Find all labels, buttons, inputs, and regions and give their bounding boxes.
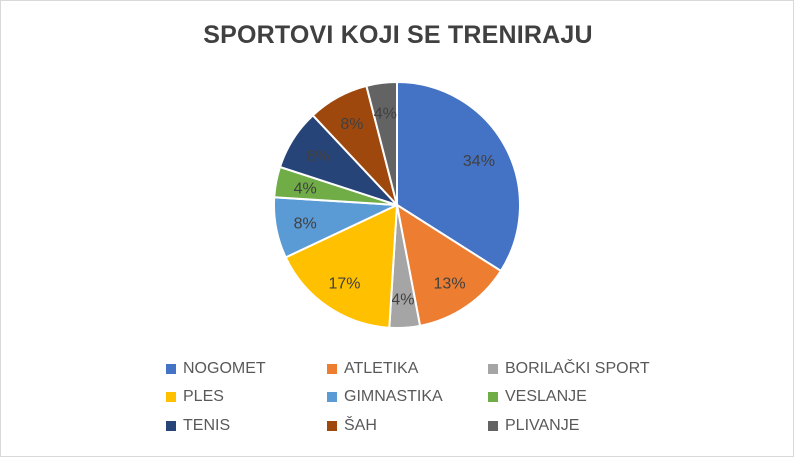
data-label-ples: 17% xyxy=(328,275,360,292)
legend-item-šah: ŠAH xyxy=(327,416,377,436)
legend-item-ples: PLES xyxy=(166,387,224,407)
legend-swatch xyxy=(488,392,498,402)
data-label-šah: 8% xyxy=(340,116,363,133)
legend-swatch xyxy=(327,392,337,402)
legend-label: BORILAČKI SPORT xyxy=(505,360,650,377)
legend-label: PLES xyxy=(183,388,224,405)
legend-label: PLIVANJE xyxy=(505,417,580,434)
legend-label: ATLETIKA xyxy=(344,360,419,377)
legend-item-borilački-sport: BORILAČKI SPORT xyxy=(488,359,650,379)
pie-slice-atletika xyxy=(395,202,503,327)
legend-swatch xyxy=(327,421,337,431)
chart-title: SPORTOVI KOJI SE TRENIRAJU xyxy=(203,21,593,49)
pie-slice-ples xyxy=(284,203,399,329)
data-label-gimnastika: 8% xyxy=(294,216,317,233)
legend-swatch xyxy=(166,421,176,431)
legend-item-gimnastika: GIMNASTIKA xyxy=(327,387,443,407)
data-label-tenis: 8% xyxy=(307,148,330,165)
legend-label: TENIS xyxy=(183,417,231,434)
data-label-borilački-sport: 4% xyxy=(391,291,414,308)
legend-swatch xyxy=(166,392,176,402)
data-label-plivanje: 4% xyxy=(374,105,397,122)
legend-item-atletika: ATLETIKA xyxy=(327,359,418,379)
data-label-veslanje: 4% xyxy=(294,180,317,197)
legend-item-plivanje: PLIVANJE xyxy=(488,416,579,436)
legend-item-veslanje: VESLANJE xyxy=(488,387,587,407)
legend-item-tenis: TENIS xyxy=(166,416,230,436)
legend-label: GIMNASTIKA xyxy=(344,388,443,405)
data-label-nogomet: 34% xyxy=(463,153,495,170)
legend-label: NOGOMET xyxy=(183,360,266,377)
legend-swatch xyxy=(488,364,498,374)
legend-swatch xyxy=(327,364,337,374)
legend-label: VESLANJE xyxy=(505,388,587,405)
legend-swatch xyxy=(166,364,176,374)
data-label-atletika: 13% xyxy=(434,275,466,292)
legend-item-nogomet: NOGOMET xyxy=(166,359,266,379)
legend-swatch xyxy=(488,421,498,431)
legend-label: ŠAH xyxy=(344,417,377,434)
pie-slice-plivanje xyxy=(365,80,398,206)
